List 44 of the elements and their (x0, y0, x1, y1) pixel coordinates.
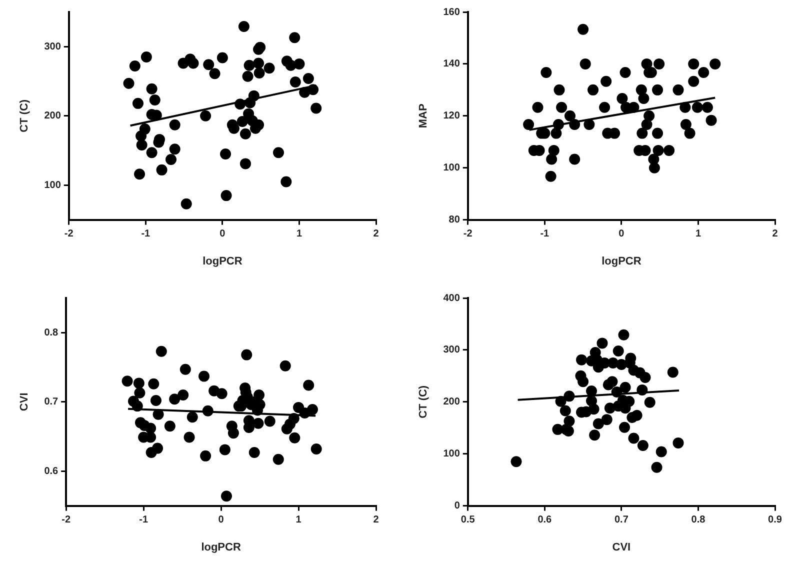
x-tick-label: 1 (296, 514, 302, 526)
x-tick-label: 0 (218, 514, 224, 526)
x-tick-label: 0.9 (768, 514, 782, 526)
y-tick-label: 200 (443, 396, 460, 408)
x-tick-label: -1 (141, 228, 151, 240)
x-axis-title: logPCR (201, 541, 241, 554)
x-tick-label: -1 (139, 514, 148, 526)
y-tick-label: 80 (448, 214, 460, 226)
y-tick-label: 120 (443, 110, 460, 122)
x-tick-label: 0.8 (691, 514, 706, 526)
x-tick-label: 0.7 (614, 514, 629, 526)
x-tick-label: 2 (373, 228, 380, 240)
x-tick-label: -2 (463, 228, 473, 240)
y-tick-label: 0 (454, 500, 460, 512)
y-tick-label: 0.8 (44, 327, 59, 338)
x-tick-label: 2 (772, 228, 778, 240)
y-tick-label: 160 (443, 6, 460, 18)
x-tick-label: 0.5 (460, 514, 476, 526)
x-tick-label: -2 (62, 514, 71, 526)
x-tick-label: 2 (373, 514, 380, 526)
y-axis-title: CVI (18, 392, 31, 412)
y-axis-title: CT (C) (18, 99, 31, 132)
y-tick-label: 300 (443, 344, 460, 356)
y-tick-label: 100 (443, 448, 460, 460)
x-tick-label: -1 (540, 228, 550, 240)
y-tick-label: 100 (44, 180, 62, 191)
y-tick-label: 140 (443, 58, 460, 70)
x-tick-label: 0.6 (538, 514, 552, 526)
x-axis-title: logPCR (202, 255, 242, 268)
x-axis-title: CVI (612, 541, 631, 554)
x-tick-label: -2 (64, 228, 74, 240)
y-axis-title: CT (C) (418, 385, 430, 418)
y-tick-label: 0.7 (44, 396, 59, 408)
y-tick-label: 0.6 (44, 466, 59, 477)
y-tick-label: 400 (443, 292, 460, 304)
y-tick-label: 200 (44, 110, 62, 122)
x-axis-title: logPCR (602, 255, 642, 268)
x-tick-label: 0 (618, 228, 625, 240)
y-axis-title: MAP (418, 104, 430, 128)
x-tick-label: 1 (296, 228, 302, 240)
y-tick-label: 100 (443, 162, 460, 174)
x-tick-label: 0 (220, 228, 226, 240)
y-tick-label: 300 (44, 41, 62, 52)
x-tick-label: 1 (695, 228, 702, 240)
